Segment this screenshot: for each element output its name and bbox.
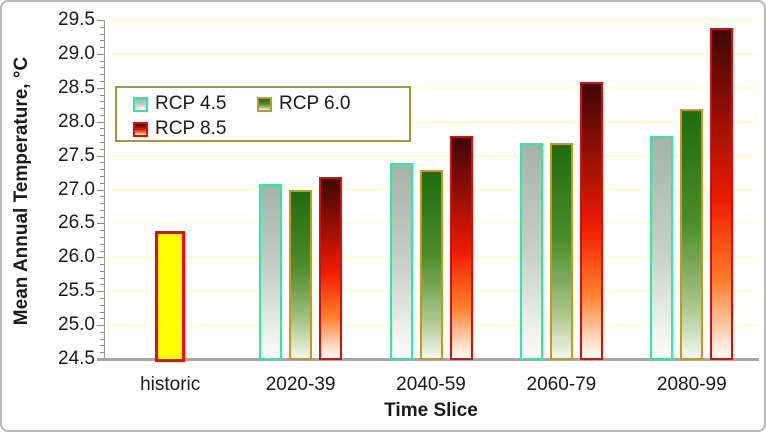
major-tick (97, 87, 105, 89)
minor-tick (100, 331, 105, 333)
plot-area (97, 19, 759, 362)
minor-tick (100, 162, 105, 164)
minor-tick (100, 182, 105, 184)
major-tick (97, 121, 105, 123)
x-axis-title: Time Slice (384, 400, 478, 421)
minor-tick (100, 230, 105, 232)
minor-tick (100, 250, 105, 252)
major-tick (97, 257, 105, 259)
major-tick (97, 223, 105, 225)
legend-entry-rcp-6-0: RCP 6.0 (257, 92, 409, 116)
y-axis-line (104, 20, 105, 359)
major-tick (97, 20, 105, 21)
legend-swatch (133, 96, 148, 112)
minor-tick (100, 243, 105, 245)
bar-rcp-4-5 (519, 143, 543, 360)
bar-rcp-6-0 (680, 109, 704, 360)
bar-rcp-6-0 (419, 170, 443, 360)
gridline (105, 52, 757, 55)
x-tick-label: 2040-59 (396, 374, 466, 395)
minor-tick (100, 94, 105, 96)
major-tick (97, 53, 105, 55)
gridline (105, 120, 757, 123)
minor-tick (100, 216, 105, 218)
minor-tick (100, 47, 105, 49)
minor-tick (100, 128, 105, 130)
minor-tick (100, 352, 105, 354)
legend-label: RCP 8.5 (155, 118, 227, 139)
minor-tick (100, 264, 105, 266)
minor-tick (100, 338, 105, 340)
minor-tick (100, 318, 105, 320)
y-tick-label: 25.0 (58, 314, 95, 336)
bar-rcp-4-5 (650, 136, 674, 360)
x-tick-label: 2060-79 (526, 374, 597, 395)
minor-tick (100, 175, 105, 177)
minor-tick (100, 169, 105, 171)
minor-tick (100, 114, 105, 116)
legend-swatch (133, 121, 148, 137)
minor-tick (100, 40, 105, 42)
minor-tick (100, 26, 105, 28)
minor-tick (100, 209, 105, 211)
legend-entry-rcp-4-5: RCP 4.5 (133, 92, 257, 116)
bar-rcp-8-5 (319, 177, 343, 360)
bar-rcp-6-0 (289, 190, 313, 360)
legend: RCP 4.5 RCP 6.0 RCP 8.5 (115, 86, 411, 142)
bar-rcp-8-5 (449, 136, 473, 360)
legend-swatch (257, 96, 272, 112)
minor-tick (100, 236, 105, 238)
minor-tick (100, 270, 105, 272)
legend-entry-rcp-8-5: RCP 8.5 (133, 117, 257, 141)
y-tick-label: 26.5 (58, 212, 95, 234)
y-tick-label: 28.5 (58, 76, 95, 98)
major-tick (97, 155, 105, 157)
minor-tick (100, 297, 105, 299)
minor-tick (100, 33, 105, 35)
y-tick-label: 29.5 (58, 9, 95, 30)
minor-tick (100, 203, 105, 205)
minor-tick (100, 345, 105, 347)
gridline (105, 86, 757, 89)
major-tick (97, 189, 105, 191)
major-tick (97, 325, 105, 327)
y-tick-label: 27.0 (58, 178, 95, 200)
bar-rcp-4-5 (259, 184, 283, 360)
bar-rcp-8-5 (579, 82, 603, 360)
minor-tick (100, 311, 105, 313)
y-tick-label: 24.5 (58, 348, 95, 369)
y-tick-label: 29.0 (58, 42, 95, 64)
minor-tick (100, 74, 105, 76)
minor-tick (100, 142, 105, 144)
minor-tick (100, 60, 105, 62)
minor-tick (100, 81, 105, 83)
gridline (105, 154, 757, 157)
x-tick-label: historic (140, 374, 201, 395)
bar-rcp-4-5 (389, 163, 413, 360)
y-tick-label: 28.0 (58, 110, 95, 132)
bar-historic (155, 231, 186, 362)
gridline (105, 19, 757, 21)
minor-tick (100, 108, 105, 110)
legend-label: RCP 6.0 (279, 93, 351, 114)
bar-rcp-6-0 (549, 143, 573, 360)
major-tick (97, 291, 105, 293)
minor-tick (100, 304, 105, 306)
minor-tick (100, 277, 105, 279)
bar-rcp-8-5 (710, 28, 734, 360)
y-tick-label: 26.0 (58, 246, 95, 268)
minor-tick (100, 135, 105, 137)
minor-tick (100, 284, 105, 286)
minor-tick (100, 101, 105, 103)
minor-tick (100, 67, 105, 69)
y-tick-label: 27.5 (58, 144, 95, 166)
x-tick-label: 2080-99 (656, 374, 727, 395)
minor-tick (100, 148, 105, 150)
legend-label: RCP 4.5 (155, 93, 227, 114)
x-tick-label: 2020-39 (265, 374, 336, 395)
y-tick-label: 25.5 (58, 280, 95, 302)
minor-tick (100, 196, 105, 198)
